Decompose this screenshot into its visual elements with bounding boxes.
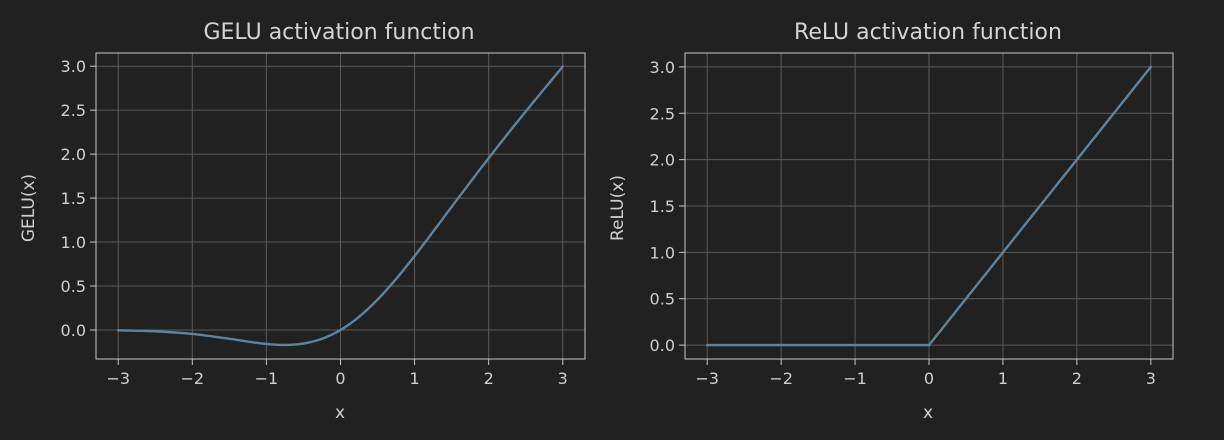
gelu-y-tick-label: 1.5 <box>61 189 86 208</box>
gelu-x-tick-label: −3 <box>106 369 130 388</box>
gelu-chart-panel: GELU activation function x GELU(x) −3 −2 −… <box>19 20 586 423</box>
relu-chart-panel: ReLU activation function x ReLU(x) −3 −2 −… <box>608 20 1174 423</box>
relu-data-point <box>927 343 931 347</box>
gelu-data-point <box>376 298 379 301</box>
gelu-x-tick-label: 3 <box>558 369 568 388</box>
gelu-x-tick-label: −2 <box>181 369 205 388</box>
gelu-data-point <box>154 330 157 333</box>
relu-x-tick-label: 1 <box>998 369 1008 388</box>
gelu-data-point <box>265 342 268 346</box>
gelu-data-point <box>320 337 324 340</box>
gelu-data-point <box>561 65 564 68</box>
relu-y-tick-label: 0.5 <box>650 290 675 309</box>
relu-x-tick-label: 2 <box>1072 369 1082 388</box>
relu-data-point <box>705 343 709 347</box>
gelu-x-tick-label: 2 <box>484 369 494 388</box>
gelu-data-point <box>357 315 361 318</box>
gelu-y-axis-label: GELU(x) <box>19 174 39 242</box>
gelu-y-tick-label: 1.0 <box>61 233 86 252</box>
relu-y-tick-label: 3.0 <box>650 58 675 77</box>
relu-x-tick-label: 3 <box>1146 369 1156 388</box>
relu-y-tick-label: 2.0 <box>650 151 675 170</box>
gelu-data-point <box>117 329 120 332</box>
relu-y-tick-label: 2.5 <box>650 104 675 123</box>
relu-y-tick-label: 1.0 <box>650 243 675 262</box>
gelu-x-tick-label: 0 <box>335 369 345 388</box>
relu-y-tick-label: 0.0 <box>650 336 675 355</box>
gelu-x-tick-label: 1 <box>409 369 419 388</box>
gelu-data-point <box>394 277 398 281</box>
gelu-data-point <box>302 342 305 345</box>
gelu-data-point <box>191 332 194 336</box>
relu-x-tick-label: −2 <box>769 369 793 388</box>
gelu-data-point <box>413 254 416 258</box>
gelu-data-point <box>339 328 342 332</box>
gelu-y-tick-label: 0.0 <box>61 321 86 340</box>
relu-x-tick-label: 0 <box>924 369 934 388</box>
gelu-data-point <box>283 343 287 347</box>
relu-chart-title: ReLU activation function <box>794 20 1062 45</box>
relu-data-point <box>1149 65 1153 69</box>
relu-x-axis-label: x <box>923 403 933 423</box>
gelu-data-point <box>246 340 250 343</box>
gelu-chart-title: GELU activation function <box>203 20 474 45</box>
gelu-y-tick-label: 0.5 <box>61 277 86 296</box>
gelu-data-point <box>450 205 453 209</box>
gelu-x-axis-label: x <box>335 403 345 423</box>
gelu-y-tick-label: 2.5 <box>61 101 86 120</box>
gelu-y-tick-label: 2.0 <box>61 145 86 164</box>
gelu-data-point <box>524 110 527 113</box>
relu-x-tick-label: −3 <box>695 369 719 388</box>
gelu-x-tick-label: −1 <box>255 369 279 388</box>
gelu-data-point <box>431 230 435 233</box>
gelu-data-point <box>228 337 231 340</box>
relu-y-tick-label: 1.5 <box>650 197 675 216</box>
gelu-data-point <box>487 156 490 160</box>
relu-y-axis-label: ReLU(x) <box>608 175 628 241</box>
gelu-y-tick-label: 3.0 <box>61 57 86 76</box>
relu-x-tick-label: −1 <box>843 369 867 388</box>
